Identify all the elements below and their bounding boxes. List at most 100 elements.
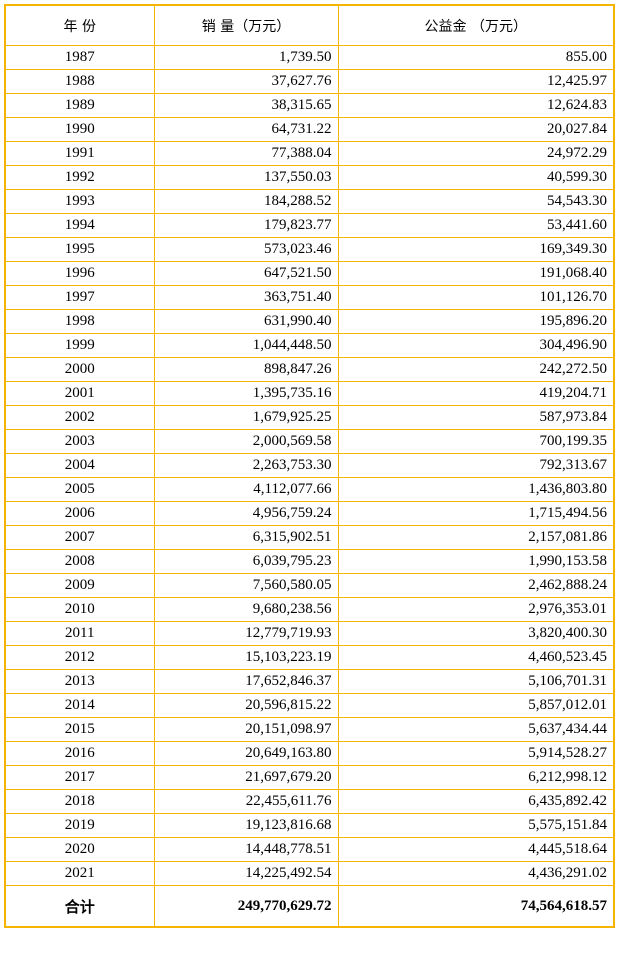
total-cell: 249,770,629.72 (153, 885, 339, 928)
total-cell: 合计 (4, 885, 155, 928)
year-cell: 2005 (4, 477, 155, 502)
data-row: 2012 15,103,223.19 4,460,523.45 (4, 645, 615, 670)
year-cell: 1994 (4, 213, 155, 238)
fund-cell: 5,106,701.31 (337, 669, 615, 694)
sales-cell: 184,288.52 (153, 189, 339, 214)
sales-cell: 15,103,223.19 (153, 645, 339, 670)
sales-cell: 19,123,816.68 (153, 813, 339, 838)
sales-cell: 647,521.50 (153, 261, 339, 286)
year-cell: 2019 (4, 813, 155, 838)
year-cell: 2010 (4, 597, 155, 622)
total-row: 合计 249,770,629.72 74,564,618.57 (4, 885, 615, 928)
data-row: 1987 1,739.50 855.00 (4, 45, 615, 70)
data-row: 2021 14,225,492.54 4,436,291.02 (4, 861, 615, 886)
year-cell: 1989 (4, 93, 155, 118)
data-row: 2014 20,596,815.22 5,857,012.01 (4, 693, 615, 718)
year-cell: 2014 (4, 693, 155, 718)
year-cell: 2009 (4, 573, 155, 598)
sales-cell: 38,315.65 (153, 93, 339, 118)
data-row: 2002 1,679,925.25 587,973.84 (4, 405, 615, 430)
sales-cell: 64,731.22 (153, 117, 339, 142)
year-cell: 2003 (4, 429, 155, 454)
year-cell: 2013 (4, 669, 155, 694)
year-cell: 2002 (4, 405, 155, 430)
fund-cell: 5,857,012.01 (337, 693, 615, 718)
sales-cell: 4,112,077.66 (153, 477, 339, 502)
year-cell: 2011 (4, 621, 155, 646)
sales-cell: 2,263,753.30 (153, 453, 339, 478)
sales-cell: 573,023.46 (153, 237, 339, 262)
fund-cell: 195,896.20 (337, 309, 615, 334)
year-cell: 1997 (4, 285, 155, 310)
year-cell: 1988 (4, 69, 155, 94)
sales-cell: 4,956,759.24 (153, 501, 339, 526)
sales-cell: 137,550.03 (153, 165, 339, 190)
year-cell: 2000 (4, 357, 155, 382)
fund-cell: 242,272.50 (337, 357, 615, 382)
year-cell: 2016 (4, 741, 155, 766)
sales-cell: 37,627.76 (153, 69, 339, 94)
fund-cell: 4,436,291.02 (337, 861, 615, 886)
sales-cell: 20,596,815.22 (153, 693, 339, 718)
data-row: 2000 898,847.26 242,272.50 (4, 357, 615, 382)
sales-cell: 77,388.04 (153, 141, 339, 166)
sales-cell: 2,000,569.58 (153, 429, 339, 454)
data-row: 1996 647,521.50 191,068.40 (4, 261, 615, 286)
fund-cell: 5,637,434.44 (337, 717, 615, 742)
data-row: 1992 137,550.03 40,599.30 (4, 165, 615, 190)
fund-cell: 304,496.90 (337, 333, 615, 358)
fund-cell: 12,425.97 (337, 69, 615, 94)
sales-cell: 898,847.26 (153, 357, 339, 382)
data-row: 2015 20,151,098.97 5,637,434.44 (4, 717, 615, 742)
data-row: 1999 1,044,448.50 304,496.90 (4, 333, 615, 358)
fund-cell: 587,973.84 (337, 405, 615, 430)
sales-cell: 12,779,719.93 (153, 621, 339, 646)
year-cell: 2017 (4, 765, 155, 790)
data-row: 1998 631,990.40 195,896.20 (4, 309, 615, 334)
year-cell: 2006 (4, 501, 155, 526)
sales-cell: 179,823.77 (153, 213, 339, 238)
data-row: 2007 6,315,902.51 2,157,081.86 (4, 525, 615, 550)
data-row: 2013 17,652,846.37 5,106,701.31 (4, 669, 615, 694)
sales-cell: 20,151,098.97 (153, 717, 339, 742)
data-row: 2001 1,395,735.16 419,204.71 (4, 381, 615, 406)
fund-cell: 6,435,892.42 (337, 789, 615, 814)
sales-cell: 7,560,580.05 (153, 573, 339, 598)
data-row: 2020 14,448,778.51 4,445,518.64 (4, 837, 615, 862)
sales-cell: 1,044,448.50 (153, 333, 339, 358)
fund-cell: 169,349.30 (337, 237, 615, 262)
sales-cell: 6,315,902.51 (153, 525, 339, 550)
data-row: 2011 12,779,719.93 3,820,400.30 (4, 621, 615, 646)
fund-cell: 700,199.35 (337, 429, 615, 454)
data-row: 2017 21,697,679.20 6,212,998.12 (4, 765, 615, 790)
fund-cell: 53,441.60 (337, 213, 615, 238)
year-cell: 2021 (4, 861, 155, 886)
header-cell: 年 份 (4, 4, 155, 46)
sales-cell: 6,039,795.23 (153, 549, 339, 574)
year-cell: 1990 (4, 117, 155, 142)
data-row: 2009 7,560,580.05 2,462,888.24 (4, 573, 615, 598)
year-cell: 1996 (4, 261, 155, 286)
sales-cell: 1,739.50 (153, 45, 339, 70)
year-cell: 1993 (4, 189, 155, 214)
fund-cell: 101,126.70 (337, 285, 615, 310)
fund-cell: 419,204.71 (337, 381, 615, 406)
data-row: 2003 2,000,569.58 700,199.35 (4, 429, 615, 454)
data-row: 1994 179,823.77 53,441.60 (4, 213, 615, 238)
data-row: 2004 2,263,753.30 792,313.67 (4, 453, 615, 478)
year-cell: 2007 (4, 525, 155, 550)
sales-cell: 14,448,778.51 (153, 837, 339, 862)
fund-cell: 5,575,151.84 (337, 813, 615, 838)
fund-cell: 2,976,353.01 (337, 597, 615, 622)
data-row: 2019 19,123,816.68 5,575,151.84 (4, 813, 615, 838)
data-row: 1988 37,627.76 12,425.97 (4, 69, 615, 94)
sales-cell: 363,751.40 (153, 285, 339, 310)
data-row: 2018 22,455,611.76 6,435,892.42 (4, 789, 615, 814)
fund-cell: 3,820,400.30 (337, 621, 615, 646)
year-cell: 2012 (4, 645, 155, 670)
year-cell: 2015 (4, 717, 155, 742)
fund-cell: 792,313.67 (337, 453, 615, 478)
data-row: 1991 77,388.04 24,972.29 (4, 141, 615, 166)
header-cell: 销 量（万元） (153, 4, 339, 46)
